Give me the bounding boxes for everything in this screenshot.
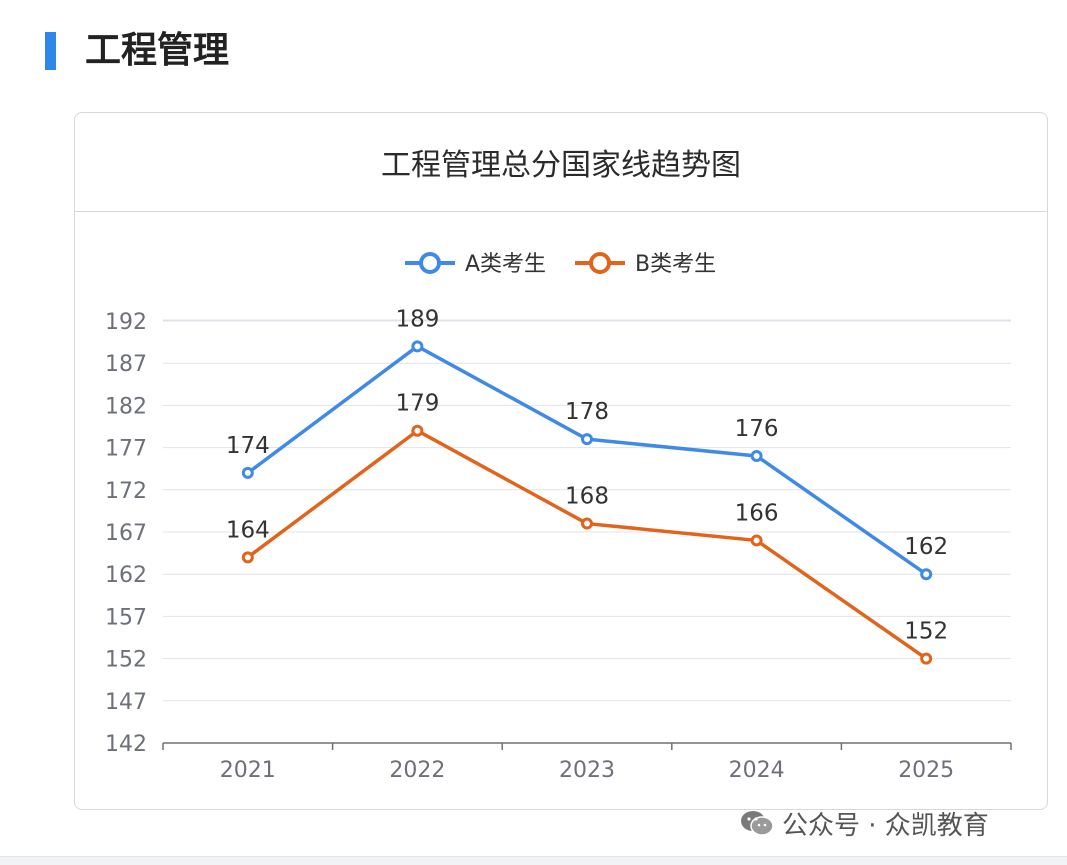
data-point: [920, 652, 933, 665]
line-chart: 142 147 152 157 162 167 172 177 182 187 192 2021 202…: [105, 252, 1012, 783]
y-tick-label: 177: [105, 437, 147, 462]
watermark-text: 公众号 · 众凯教育: [782, 810, 989, 841]
data-label: 189: [395, 306, 439, 332]
watermark: 公众号 · 众凯教育: [740, 806, 989, 841]
data-point: [581, 517, 593, 530]
y-tick-label: 162: [105, 563, 147, 588]
legend-marker: [589, 252, 611, 274]
data-label: 174: [226, 433, 270, 459]
chart-card-header: 工程管理总分国家线趋势图: [75, 113, 1047, 212]
legend-label: A类考生: [465, 252, 546, 277]
data-label: 178: [565, 399, 609, 425]
data-point: [241, 551, 254, 564]
legend-label: B类考生: [635, 252, 716, 277]
data-label: 176: [735, 416, 779, 442]
data-point: [920, 568, 933, 581]
x-tick-label: 2022: [389, 758, 445, 783]
y-tick-label: 152: [105, 648, 147, 673]
chart-card: 工程管理总分国家线趋势图 142 147 152 157 162 167 172 177 182…: [74, 112, 1048, 810]
y-tick-label: 192: [105, 310, 147, 335]
data-point: [750, 534, 763, 547]
data-label: 168: [565, 484, 609, 510]
data-label: 164: [226, 517, 270, 543]
chart-title: 工程管理总分国家线趋势图: [381, 148, 741, 183]
wechat-icon: [741, 811, 774, 836]
legend-marker: [419, 252, 441, 274]
x-tick-label: 2025: [898, 758, 954, 783]
series-line: [246, 344, 928, 576]
data-label: 152: [904, 619, 948, 645]
y-tick-label: 182: [105, 394, 147, 419]
x-tick-label: 2021: [220, 758, 276, 783]
y-tick-label: 142: [105, 732, 147, 757]
data-point: [411, 424, 424, 437]
y-tick-label: 157: [105, 605, 147, 630]
series-line: [246, 428, 928, 661]
y-tick-label: 167: [105, 521, 147, 546]
x-tick-label: 2023: [559, 758, 615, 783]
data-point: [750, 450, 763, 463]
data-label: 179: [395, 391, 439, 417]
data-label: 166: [735, 500, 779, 526]
data-point: [581, 433, 593, 446]
y-tick-label: 147: [105, 690, 147, 715]
data-point: [411, 340, 424, 353]
y-tick-label: 187: [105, 352, 147, 377]
section-title: 工程管理: [85, 30, 230, 71]
data-label: 162: [904, 534, 948, 560]
section-accent-bar: [45, 32, 56, 70]
x-tick-label: 2024: [729, 758, 785, 783]
y-tick-label: 172: [105, 479, 147, 504]
data-point: [241, 466, 254, 479]
